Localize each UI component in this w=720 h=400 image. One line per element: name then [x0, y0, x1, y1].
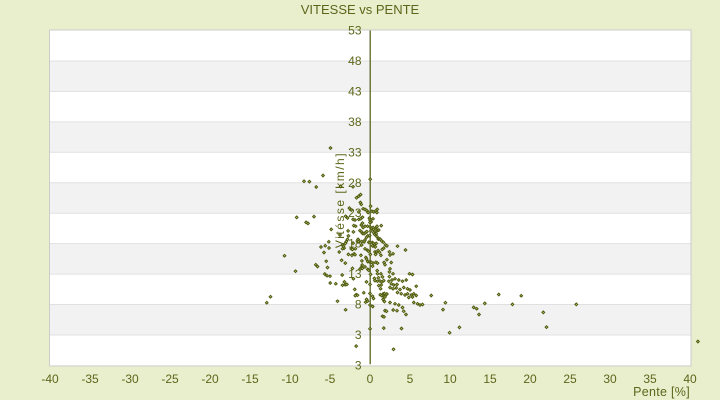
- svg-text:35: 35: [643, 372, 657, 386]
- svg-text:-10: -10: [281, 372, 299, 386]
- svg-text:Pente [%]: Pente [%]: [633, 385, 690, 399]
- svg-text:5: 5: [407, 372, 414, 386]
- svg-text:-5: -5: [325, 372, 336, 386]
- svg-text:38: 38: [348, 115, 362, 129]
- svg-text:48: 48: [348, 54, 362, 68]
- svg-text:30: 30: [603, 372, 617, 386]
- svg-text:-35: -35: [81, 372, 99, 386]
- svg-text:0: 0: [367, 372, 374, 386]
- svg-text:13: 13: [348, 267, 362, 281]
- svg-text:VITESSE vs PENTE: VITESSE vs PENTE: [301, 2, 420, 17]
- svg-text:3: 3: [355, 358, 362, 372]
- svg-text:-30: -30: [121, 372, 139, 386]
- svg-text:15: 15: [483, 372, 497, 386]
- svg-text:Vitésse [km/h]: Vitésse [km/h]: [333, 152, 347, 248]
- svg-text:40: 40: [683, 372, 697, 386]
- svg-text:-25: -25: [161, 372, 179, 386]
- svg-text:8: 8: [355, 298, 362, 312]
- svg-text:25: 25: [563, 372, 577, 386]
- svg-text:28: 28: [348, 176, 362, 190]
- svg-text:3: 3: [355, 328, 362, 342]
- svg-text:-40: -40: [41, 372, 59, 386]
- svg-text:20: 20: [523, 372, 537, 386]
- svg-text:-20: -20: [201, 372, 219, 386]
- svg-text:53: 53: [348, 24, 362, 38]
- svg-text:33: 33: [348, 145, 362, 159]
- svg-text:43: 43: [348, 84, 362, 98]
- svg-text:-15: -15: [241, 372, 259, 386]
- svg-text:10: 10: [443, 372, 457, 386]
